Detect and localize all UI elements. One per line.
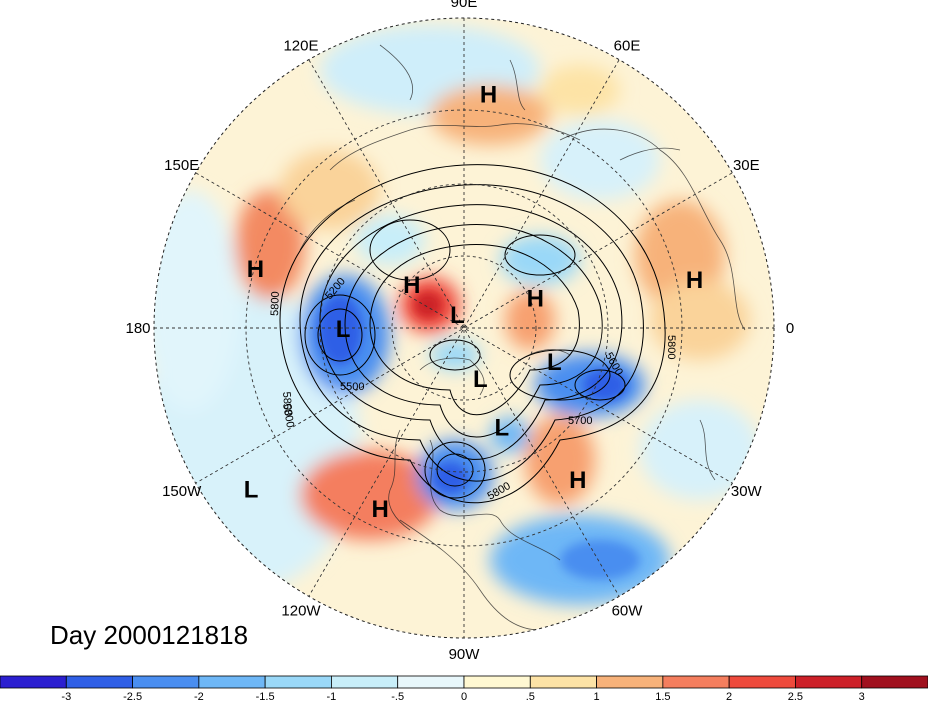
colorbar-swatch [861,675,928,689]
longitude-label: 150W [162,483,202,500]
colorbar-swatch [463,675,531,689]
high-pressure-mark: H [527,286,544,313]
colorbar-swatch [728,675,796,689]
high-pressure-mark: H [247,256,264,283]
longitude-labels: 90E 60E 30E 0 30W 60W 90W 120W 150W 180 150E 120E [125,0,794,663]
colorbar-swatch [662,675,730,689]
colorbar-tick-label: 0 [461,691,467,702]
polar-map: 5200 5800 5800 5500 5800 5600 5800 5700 … [125,0,794,663]
colorbar-swatch [65,675,133,689]
contour-label: 5800 [269,291,282,316]
low-pressure-mark: L [336,316,351,343]
map-boundary [153,17,775,639]
contour-label: 5800 [665,335,677,359]
colorbar-tick-label: -1.5 [256,691,275,702]
longitude-label: 0 [786,320,794,337]
colorbar-tick-label: .5 [526,691,535,702]
high-pressure-mark: H [480,82,497,109]
longitude-label: 60W [612,602,644,619]
high-pressure-mark: H [403,272,420,299]
colorbar-tick-label: 1.5 [655,691,670,702]
low-pressure-mark: L [494,414,509,441]
colorbar-tick-label: 2 [726,691,732,702]
low-pressure-mark: L [244,476,259,503]
map-title: Day 2000121818 [50,620,249,650]
colorbar-swatch [795,675,863,689]
colorbar-swatch [264,675,332,689]
colorbar-tick-label: -.5 [391,691,404,702]
contour-label: 5800 [280,391,294,416]
colorbar-tick-label: -3 [61,691,71,702]
colorbar: -3 -2.5 -2 -1.5 -1 -.5 0 .5 1 1.5 2 2.5 3 [0,675,928,702]
colorbar-tick-label: 3 [859,691,865,702]
colorbar-tick-label: -2.5 [123,691,142,702]
colorbar-swatch [132,675,200,689]
low-pressure-mark: L [547,349,562,376]
high-pressure-mark: H [686,267,703,294]
contour-label: 5500 [340,381,364,393]
colorbar-tick-label: 2.5 [788,691,803,702]
high-pressure-mark: H [569,467,586,494]
anomaly-shading [154,18,774,638]
colorbar-tick-label: 1 [594,691,600,702]
contour-label: 5700 [568,415,592,427]
colorbar-tick-label: -2 [194,691,204,702]
low-pressure-mark: L [450,302,465,329]
graticule [154,18,774,638]
longitude-label: 120W [281,602,321,619]
colorbar-swatch [529,675,597,689]
high-pressure-mark: H [372,496,389,523]
colorbar-swatch [397,675,465,689]
longitude-label: 90W [449,646,481,663]
colorbar-swatch [198,675,266,689]
low-pressure-mark: L [473,366,488,393]
longitude-label: 120E [283,38,318,55]
colorbar-swatch [331,675,399,689]
longitude-label: 60E [614,38,641,55]
colorbar-tick-label: -1 [327,691,337,702]
colorbar-swatch [596,675,664,689]
contour-label: 5800 [280,402,296,428]
longitude-label: 180 [125,320,150,337]
height-contours [279,164,666,504]
longitude-label: 30E [733,157,760,174]
longitude-label: 90E [451,0,478,11]
longitude-label: 30W [731,483,763,500]
colorbar-swatch [0,675,67,689]
longitude-label: 150E [164,157,199,174]
